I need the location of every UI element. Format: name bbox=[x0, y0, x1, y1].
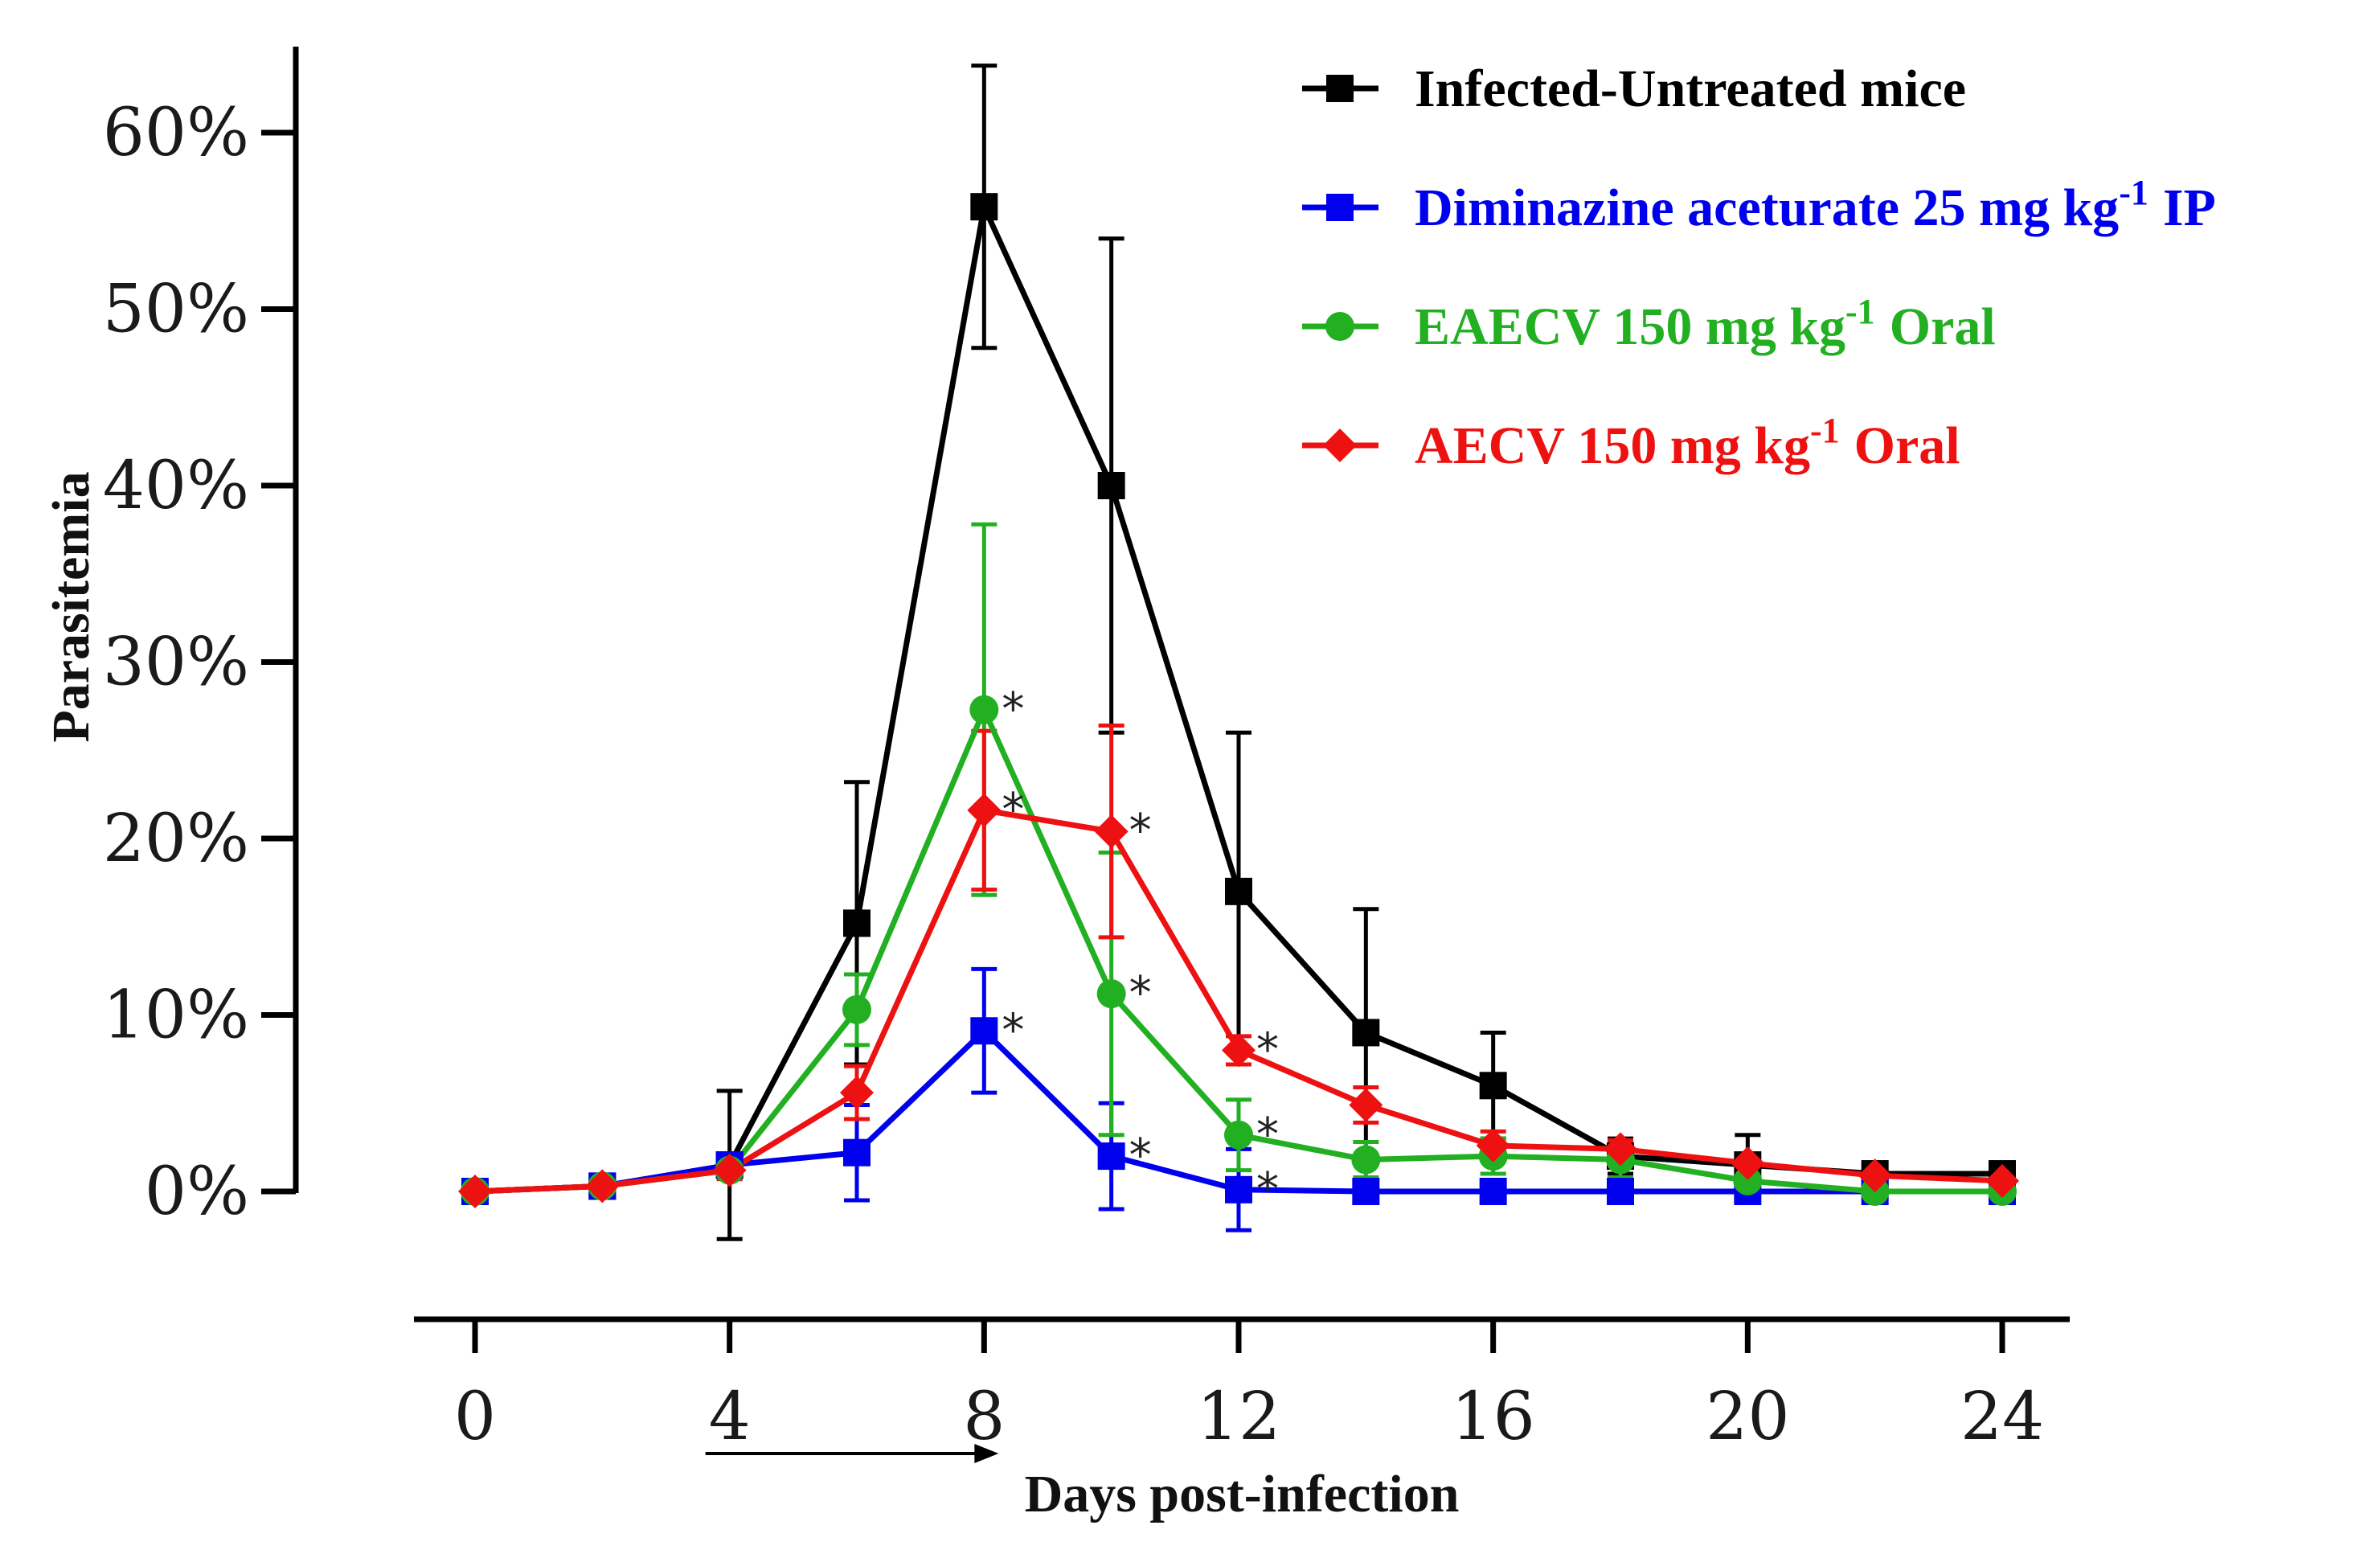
significance-marks: ******* ** bbox=[1002, 683, 1279, 1216]
data-point bbox=[1352, 1019, 1380, 1047]
data-point bbox=[1351, 1145, 1381, 1175]
legend-item: Infected-Untreated mice bbox=[1302, 59, 1966, 118]
data-point bbox=[1349, 1088, 1383, 1122]
data-point bbox=[1733, 1166, 1763, 1195]
y-axis-title: Parasitemia bbox=[42, 471, 100, 742]
legend-marker bbox=[1326, 194, 1354, 221]
y-tick-label: 60% bbox=[103, 95, 249, 171]
data-point bbox=[1479, 1178, 1507, 1205]
data-point bbox=[1731, 1146, 1765, 1180]
x-tick-label: 16 bbox=[1451, 1379, 1534, 1455]
data-point bbox=[1476, 1128, 1510, 1162]
data-point bbox=[1097, 472, 1125, 499]
data-point bbox=[1352, 1178, 1380, 1205]
data-point bbox=[843, 1138, 870, 1167]
y-ticks: 0% 10% 20% 30% 40% 50% 60% bbox=[103, 95, 296, 1230]
y-tick-label: 0% bbox=[145, 1154, 249, 1230]
x-axis-title: Days post-infection bbox=[1025, 1465, 1460, 1523]
data-point bbox=[1225, 877, 1252, 905]
data-point bbox=[1094, 814, 1129, 849]
data-point bbox=[458, 1175, 492, 1208]
treatment-arrow bbox=[705, 1444, 999, 1463]
legend-label: Diminazine aceturate 25 mg kg-1 IP bbox=[1415, 173, 2216, 237]
legend-marker bbox=[1325, 312, 1354, 341]
legend-label: AECV 150 mg kg-1 Oral bbox=[1415, 411, 1960, 475]
data-point bbox=[969, 695, 999, 724]
data-point bbox=[1096, 979, 1126, 1009]
series-markers bbox=[458, 193, 2019, 1208]
y-tick-label: 30% bbox=[103, 625, 249, 701]
treatment-arrow-head bbox=[974, 1444, 999, 1463]
significance-star: * bbox=[1129, 1130, 1152, 1182]
significance-star: * bbox=[1129, 967, 1152, 1019]
data-point bbox=[967, 793, 1002, 827]
legend-marker bbox=[1326, 75, 1354, 102]
y-tick-label: 20% bbox=[103, 801, 249, 877]
significance-star: * bbox=[1002, 683, 1024, 736]
legend-item: Diminazine aceturate 25 mg kg-1 IP bbox=[1302, 173, 2216, 237]
data-point bbox=[970, 1017, 998, 1045]
data-point bbox=[1222, 1033, 1256, 1068]
data-point bbox=[1224, 1120, 1253, 1150]
data-point bbox=[843, 909, 870, 937]
data-point bbox=[1858, 1158, 1892, 1193]
data-point bbox=[970, 193, 998, 221]
axes bbox=[293, 47, 2070, 1322]
data-point bbox=[585, 1169, 620, 1204]
data-point bbox=[1225, 1175, 1252, 1204]
significance-star: * bbox=[1002, 784, 1024, 836]
legend-marker bbox=[1323, 429, 1357, 462]
x-tick-label: 0 bbox=[454, 1379, 496, 1455]
significance-star: * bbox=[1002, 1004, 1024, 1056]
legend-label: EAECV 150 mg kg-1 Oral bbox=[1415, 292, 1996, 356]
legend-label: Infected-Untreated mice bbox=[1415, 59, 1966, 118]
significance-star: * bbox=[1256, 1109, 1279, 1161]
y-tick-label: 50% bbox=[103, 272, 249, 348]
x-ticks: 0 4 8 12 16 20 24 bbox=[454, 1319, 2044, 1455]
legend-item: EAECV 150 mg kg-1 Oral bbox=[1302, 292, 1996, 356]
data-point bbox=[1097, 1142, 1125, 1171]
x-tick-label: 4 bbox=[709, 1379, 751, 1455]
data-point bbox=[840, 1076, 874, 1110]
y-tick-label: 10% bbox=[103, 978, 249, 1054]
significance-star: * bbox=[1256, 1023, 1279, 1076]
legend-item: AECV 150 mg kg-1 Oral bbox=[1302, 411, 1960, 475]
legend: Infected-Untreated mice Diminazine acetur… bbox=[1302, 59, 2216, 475]
x-tick-label: 20 bbox=[1706, 1379, 1789, 1455]
x-tick-label: 8 bbox=[963, 1379, 1005, 1455]
significance-star: * bbox=[1129, 805, 1152, 857]
data-point bbox=[842, 994, 871, 1024]
data-point bbox=[1607, 1178, 1634, 1205]
x-tick-label: 12 bbox=[1197, 1379, 1280, 1455]
significance-star: * bbox=[1256, 1163, 1279, 1216]
y-tick-label: 40% bbox=[103, 448, 249, 524]
x-tick-label: 24 bbox=[1960, 1379, 2044, 1455]
data-point bbox=[1604, 1132, 1637, 1167]
error-bars bbox=[589, 64, 2015, 1241]
data-point bbox=[712, 1153, 747, 1187]
data-point bbox=[1479, 1072, 1507, 1100]
data-point bbox=[1985, 1163, 2019, 1198]
